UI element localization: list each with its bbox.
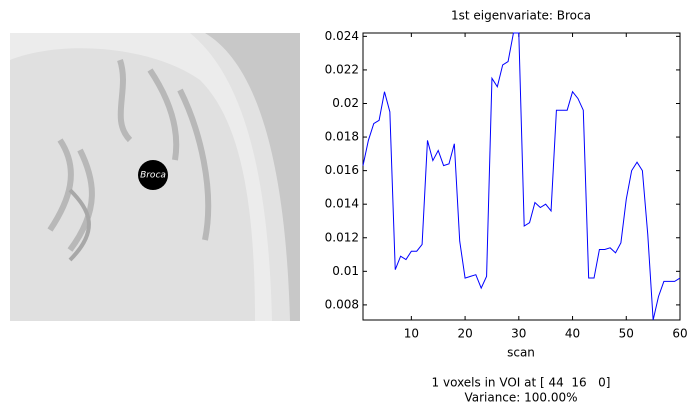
- plot-area: [362, 32, 681, 321]
- y-tick-label: 0.02: [332, 96, 359, 110]
- footer-text: 1 voxels in VOI at [ 44 16 0]: [432, 376, 611, 390]
- footer-text: Variance: 100.00%: [464, 391, 577, 405]
- brain-image: Broca: [10, 33, 300, 321]
- x-tick-label: 50: [619, 327, 634, 341]
- x-tick-label: 20: [457, 327, 472, 341]
- y-tick-label: 0.01: [332, 264, 359, 278]
- x-axis-label: scan: [507, 346, 535, 360]
- x-tick-label: 60: [672, 327, 687, 341]
- y-tick-label: 0.008: [325, 297, 359, 311]
- y-tick-label: 0.014: [325, 197, 359, 211]
- y-tick-label: 0.022: [325, 62, 359, 76]
- marker-label: Broca: [140, 171, 166, 181]
- y-tick-label: 0.018: [325, 130, 359, 144]
- y-tick-label: 0.016: [325, 163, 359, 177]
- y-tick-label: 0.024: [325, 29, 359, 43]
- x-tick-label: 10: [404, 327, 419, 341]
- y-tick-label: 0.012: [325, 230, 359, 244]
- x-tick-label: 40: [565, 327, 580, 341]
- data-line: [362, 32, 681, 321]
- x-tick-label: 30: [511, 327, 526, 341]
- chart-title: 1st eigenvariate: Broca: [451, 9, 591, 23]
